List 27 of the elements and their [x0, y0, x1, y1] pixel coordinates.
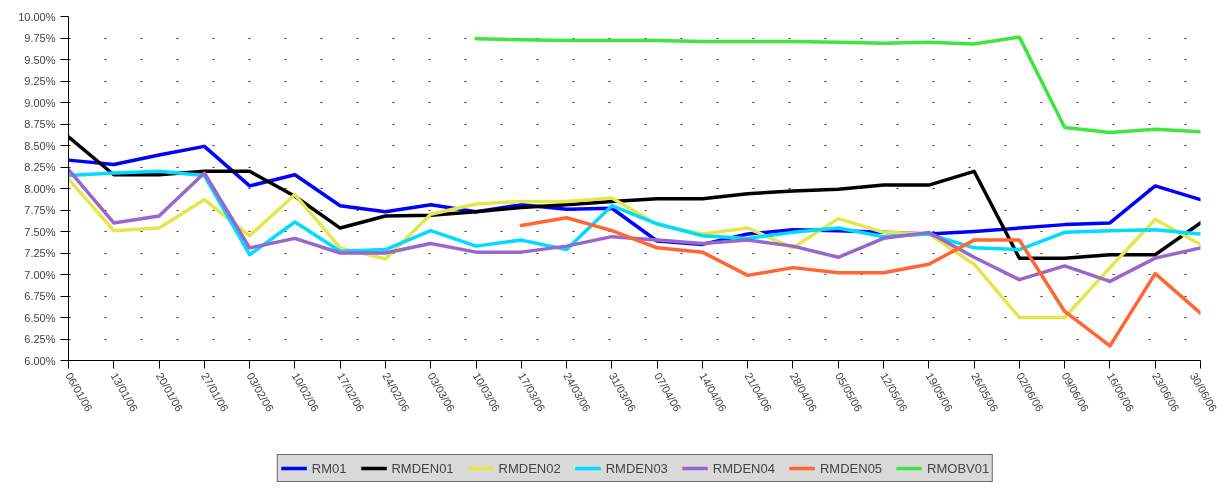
legend-label: RMOBV01	[927, 460, 990, 476]
y-tick-label: 7.50%	[24, 225, 56, 238]
legend-label: RMDEN05	[819, 460, 883, 476]
y-tick-label: 6.00%	[24, 354, 56, 367]
y-tick-label: 9.25%	[24, 75, 56, 87]
line-series	[519, 215, 1201, 348]
y-tick-label: 6.75%	[24, 290, 56, 302]
legend-label: RMDEN03	[605, 460, 668, 476]
y-tick-label: 8.75%	[24, 118, 56, 130]
y-tick-label: 10.00%	[18, 10, 56, 23]
y-tick-label: 9.50%	[24, 53, 56, 66]
y-tick-label: 7.00%	[24, 268, 56, 281]
y-tick-label: 8.50%	[24, 139, 56, 152]
y-tick-label: 6.50%	[24, 311, 56, 324]
line-series	[68, 167, 1201, 284]
y-tick-label: 8.25%	[24, 161, 56, 173]
line-series	[474, 35, 1201, 135]
legend-label: RMDEN02	[498, 460, 561, 476]
y-tick-label: 9.75%	[24, 32, 56, 44]
y-tick-label: 9.00%	[24, 96, 56, 109]
legend-label: RMDEN04	[712, 460, 775, 476]
legend-label: RM01	[311, 460, 347, 476]
y-tick-label: 7.75%	[24, 204, 56, 216]
y-tick-label: 8.00%	[24, 182, 56, 195]
y-tick-label: 7.25%	[24, 247, 56, 259]
y-tick-label: 6.25%	[24, 333, 56, 345]
legend-label: RMDEN01	[391, 460, 454, 476]
